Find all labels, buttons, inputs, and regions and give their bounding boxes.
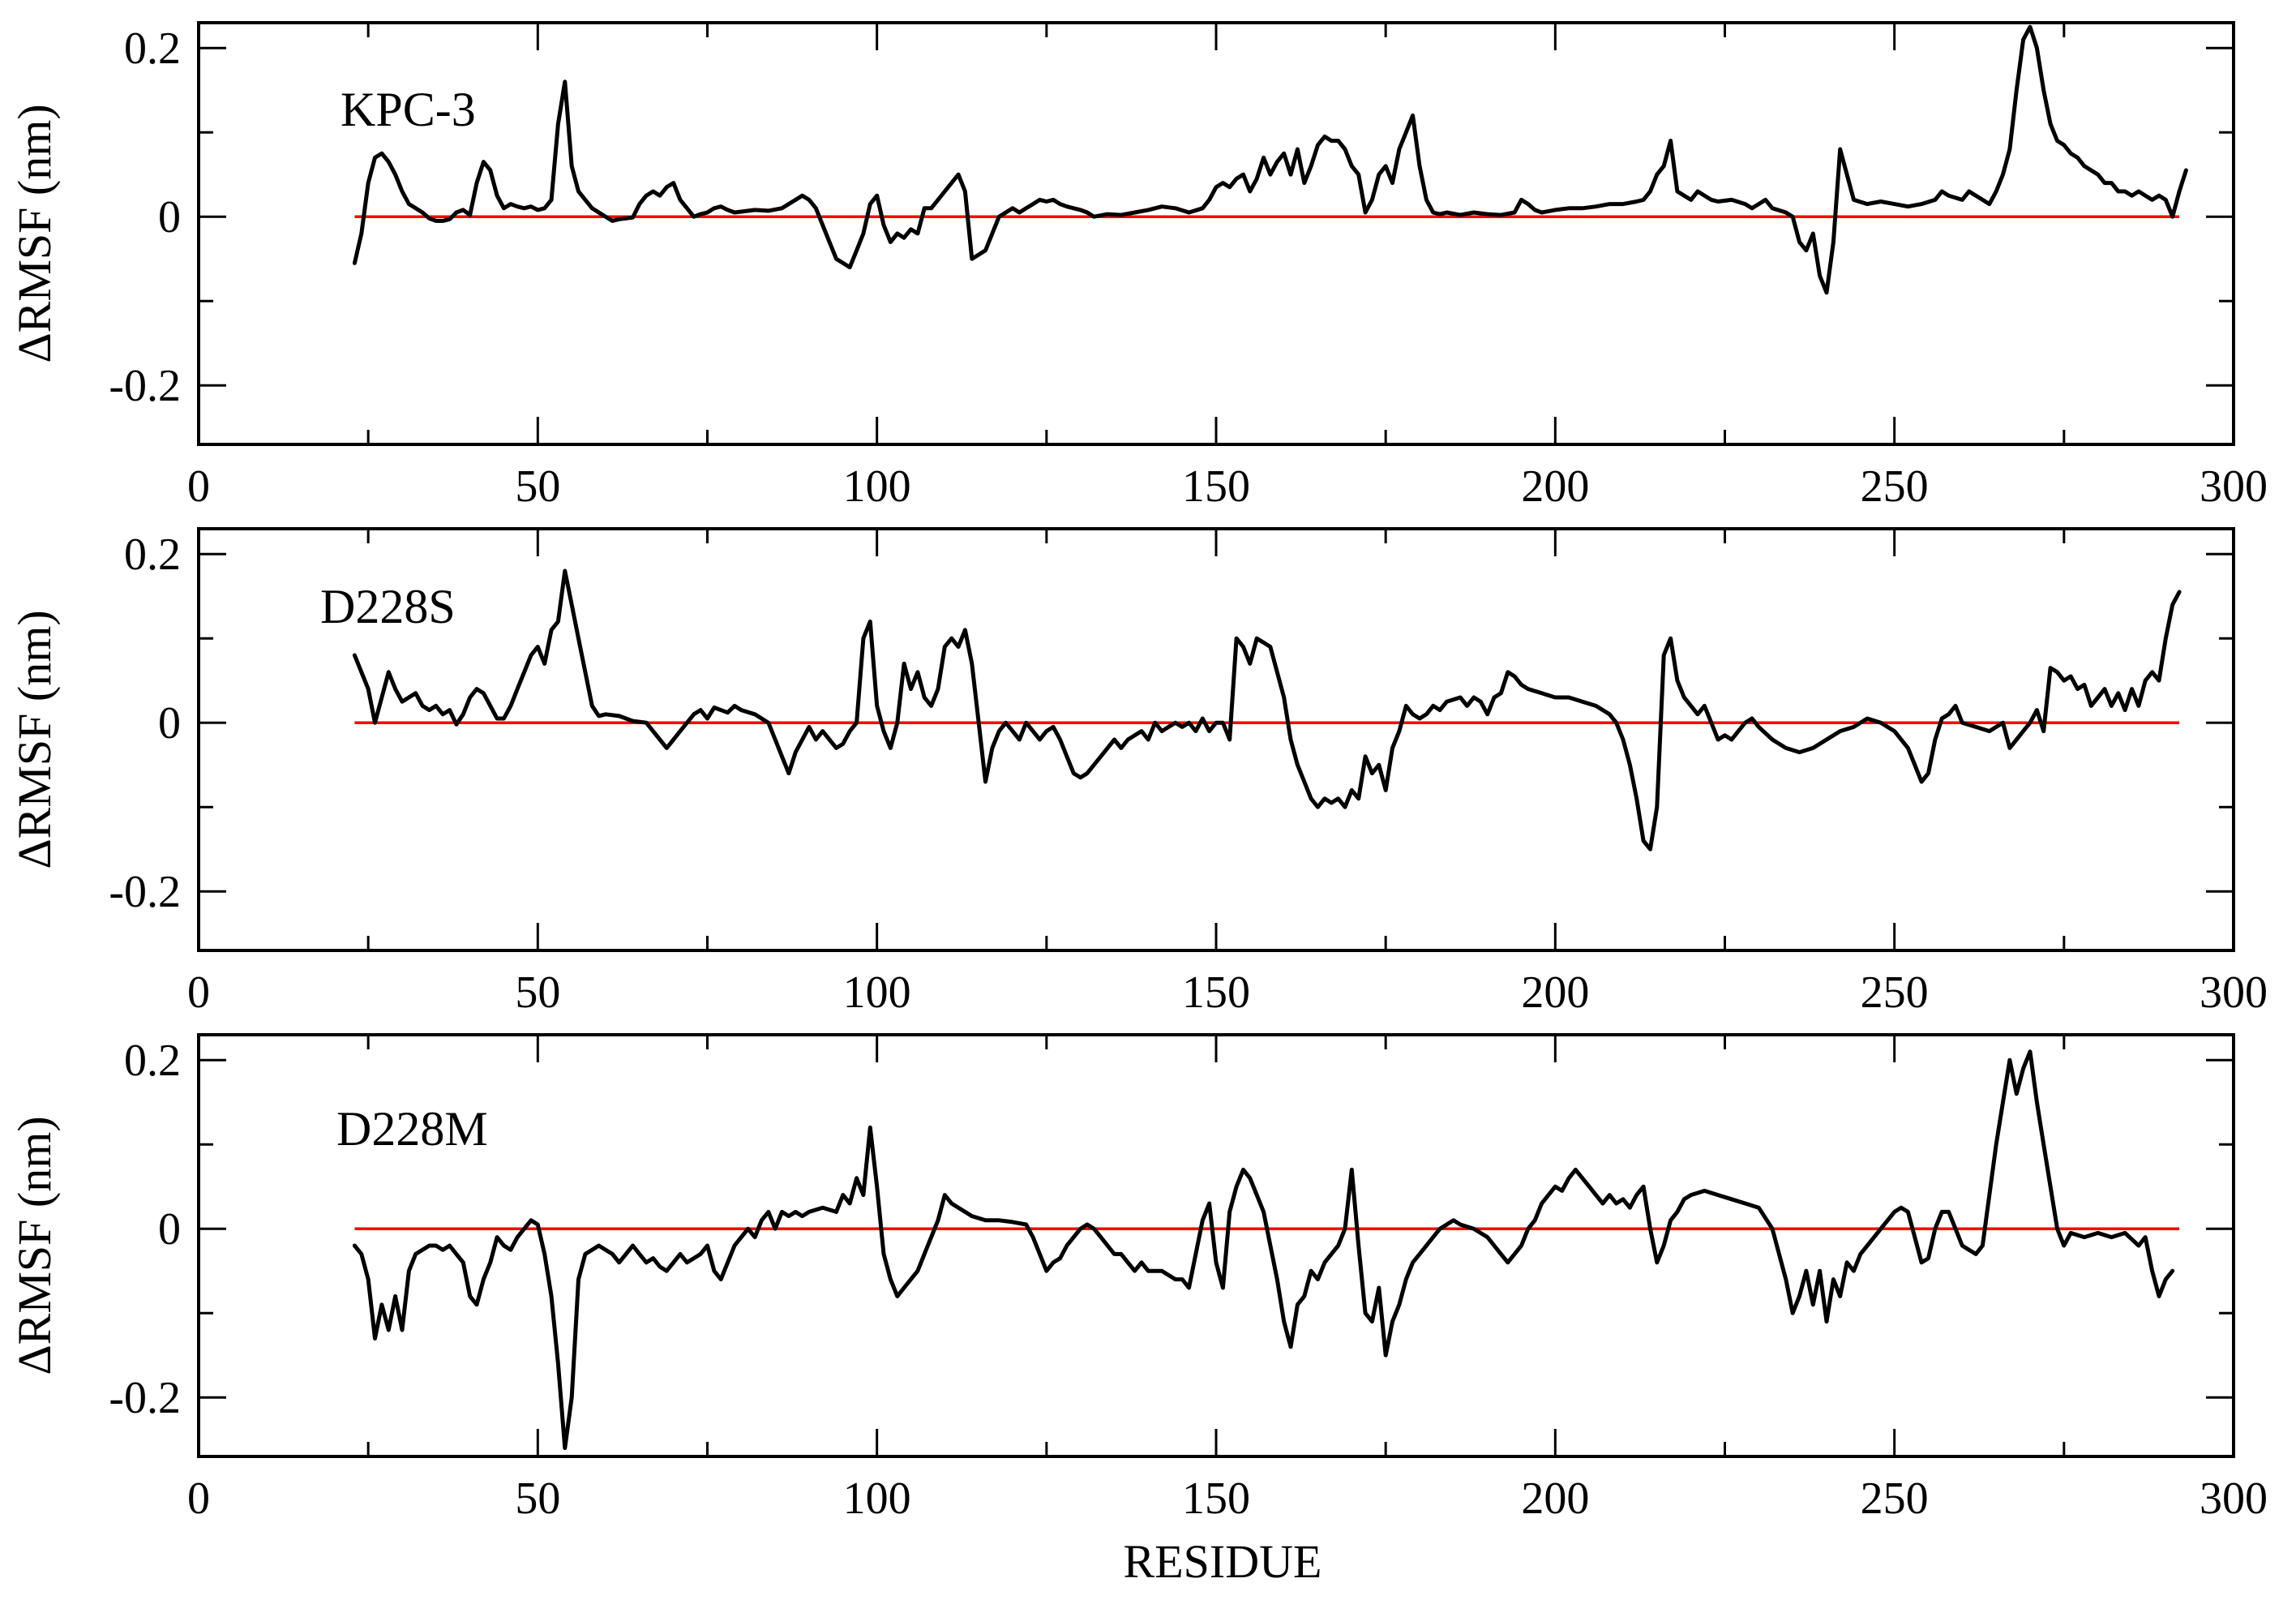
- y-tick-label: 0.2: [124, 24, 181, 74]
- y-tick-label: 0.2: [124, 530, 181, 580]
- x-tick-label: 50: [515, 1473, 560, 1524]
- x-tick-label: 0: [187, 461, 210, 512]
- x-tick-label: 100: [843, 461, 911, 512]
- x-tick-label: 150: [1182, 967, 1250, 1018]
- y-tick-label: -0.2: [109, 361, 181, 411]
- panel-label: D228M: [336, 1102, 488, 1156]
- x-tick-label: 200: [1521, 461, 1589, 512]
- x-tick-label: 200: [1521, 967, 1589, 1018]
- x-tick-label: 50: [515, 461, 560, 512]
- x-tick-label: 100: [843, 1473, 911, 1524]
- x-tick-label: 50: [515, 967, 560, 1018]
- y-axis-title: ΔRMSF (nm): [8, 1116, 61, 1375]
- x-axis-title: RESIDUE: [1124, 1535, 1322, 1588]
- x-tick-label: 250: [1861, 967, 1929, 1018]
- x-tick-label: 300: [2200, 967, 2268, 1018]
- panel-label: D228S: [320, 580, 456, 633]
- x-tick-label: 150: [1182, 461, 1250, 512]
- x-tick-label: 300: [2200, 1473, 2268, 1524]
- x-tick-label: 0: [187, 967, 210, 1018]
- x-tick-label: 0: [187, 1473, 210, 1524]
- y-tick-label: 0.2: [124, 1036, 181, 1086]
- y-tick-label: -0.2: [109, 867, 181, 917]
- x-tick-label: 150: [1182, 1473, 1250, 1524]
- x-tick-label: 200: [1521, 1473, 1589, 1524]
- x-tick-label: 100: [843, 967, 911, 1018]
- y-tick-label: -0.2: [109, 1373, 181, 1423]
- y-tick-label: 0: [158, 1204, 181, 1255]
- x-tick-label: 250: [1861, 1473, 1929, 1524]
- y-tick-label: 0: [158, 698, 181, 749]
- y-axis-title: ΔRMSF (nm): [8, 610, 61, 869]
- panel-label: KPC-3: [341, 83, 476, 136]
- x-tick-label: 250: [1861, 461, 1929, 512]
- delta-rmsf-line: [352, 24, 2188, 295]
- y-axis-title: ΔRMSF (nm): [8, 104, 61, 362]
- delta-rmsf-line: [352, 568, 2182, 851]
- delta-rmsf-line: [352, 1049, 2175, 1451]
- plot-frame: [197, 21, 2235, 446]
- plot-frame: [197, 527, 2235, 952]
- x-tick-label: 300: [2200, 461, 2268, 512]
- y-tick-label: 0: [158, 192, 181, 242]
